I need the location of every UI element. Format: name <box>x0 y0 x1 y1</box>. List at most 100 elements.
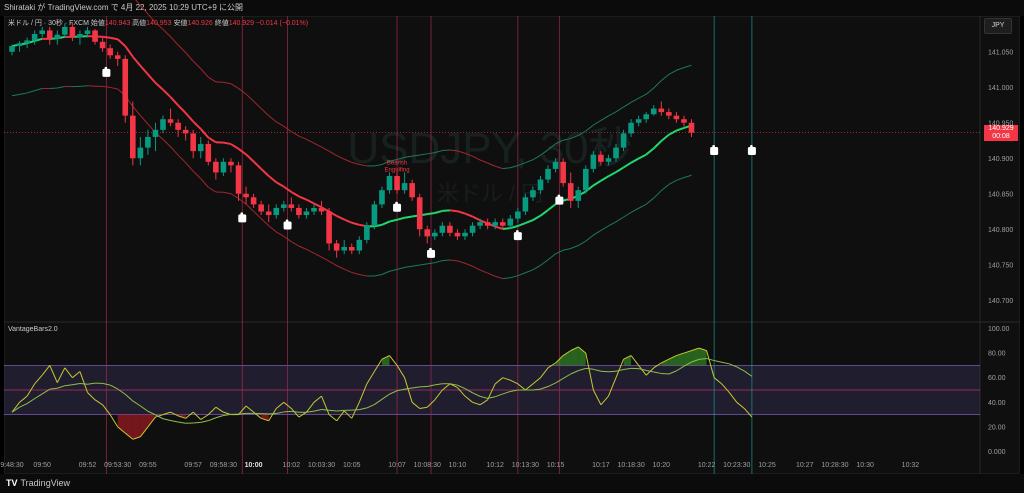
currency-button[interactable]: JPY <box>984 18 1012 34</box>
thumbs-up-icon-thumb <box>285 219 289 224</box>
osc-signal-segment <box>72 382 81 386</box>
osc-line-segment <box>479 399 488 406</box>
candle-body <box>590 154 597 169</box>
time-tick-label: 09:50 <box>33 462 51 469</box>
moving-average-segment <box>207 136 217 144</box>
lower-band-segment <box>34 88 43 92</box>
time-tick-label: 09:57 <box>184 462 202 469</box>
lower-band-segment <box>495 275 503 280</box>
time-tick-label: 10:07 <box>388 462 406 469</box>
time-tick-label: 10:17 <box>592 462 610 469</box>
lower-band-segment <box>275 231 285 237</box>
lower-band-segment <box>351 271 360 275</box>
upper-band-segment <box>608 111 617 117</box>
osc-line-segment <box>721 383 730 393</box>
osc-signal-segment <box>457 384 466 390</box>
upper-band-segment <box>230 83 239 89</box>
osc-signal-segment <box>11 406 20 413</box>
lower-band-segment <box>419 263 428 266</box>
legend-low-label: 安値 <box>173 20 188 27</box>
thumbs-up-icon <box>747 146 756 155</box>
osc-signal-segment <box>178 421 186 424</box>
price-chart[interactable]: BearishEngulfing141.050141.000140.950140… <box>0 0 1024 474</box>
osc-signal-segment <box>412 386 420 389</box>
osc-signal-segment <box>351 409 360 411</box>
thumbs-up-icon <box>710 146 719 155</box>
time-tick-label: 09:55 <box>139 462 157 469</box>
upper-band-segment <box>359 163 367 167</box>
osc-signal-segment <box>479 395 488 399</box>
tv-logo-icon: TV <box>6 478 18 488</box>
indicator-name[interactable]: VantageBars2.0 <box>8 326 58 333</box>
tradingview-logo[interactable]: TV TradingView <box>6 478 70 488</box>
osc-signal-segment <box>547 382 556 387</box>
upper-band-segment <box>396 156 405 160</box>
time-tick-label: 10:18:30 <box>617 462 644 469</box>
candle-body <box>432 232 438 237</box>
chart-frame[interactable] <box>4 16 1020 474</box>
lower-band-segment <box>306 248 315 254</box>
candle-body <box>190 133 196 152</box>
lower-band-segment <box>381 270 390 275</box>
candle-body <box>635 119 642 123</box>
osc-line-segment <box>102 404 111 415</box>
price-tick-label: 140.800 <box>988 227 1013 234</box>
lower-band-segment <box>645 197 655 205</box>
lower-band-segment <box>268 225 277 233</box>
moving-average-segment <box>275 181 285 188</box>
lower-band-segment <box>298 245 307 250</box>
moving-average-segment <box>109 36 118 41</box>
top-bar: Shirataki が TradingView.com で 4月 22, 202… <box>0 0 1024 16</box>
osc-line-segment <box>343 410 353 419</box>
osc-line-segment <box>238 405 247 415</box>
upper-band-segment <box>192 60 202 69</box>
upper-band-segment <box>427 152 435 155</box>
osc-line-segment <box>638 365 647 376</box>
candle-body <box>477 222 483 226</box>
moving-average-segment <box>442 209 450 212</box>
candle-body <box>530 190 536 198</box>
moving-average-segment <box>449 209 458 213</box>
osc-line-segment <box>457 387 466 397</box>
lower-band-segment <box>260 218 270 227</box>
upper-band-segment <box>268 115 277 123</box>
osc-tick-label: 40.00 <box>988 400 1006 407</box>
osc-line-segment <box>170 411 179 417</box>
osc-signal-segment <box>41 388 51 395</box>
candle-body <box>575 190 582 201</box>
lower-band-segment <box>472 265 481 271</box>
lower-band-segment <box>608 221 617 227</box>
osc-signal-segment <box>691 358 700 363</box>
upper-band-segment <box>147 13 156 23</box>
upper-band-segment <box>593 119 602 126</box>
osc-signal-segment <box>676 365 685 372</box>
time-tick-label: 10:05 <box>343 462 361 469</box>
osc-oversold-fill <box>261 414 269 421</box>
candle-body <box>114 55 121 59</box>
osc-signal-segment <box>638 368 647 371</box>
thumbs-up-icon-thumb <box>104 66 108 71</box>
osc-line-segment <box>525 383 534 391</box>
candle-body <box>484 222 491 226</box>
upper-band-segment <box>283 125 292 133</box>
lower-band-segment <box>547 253 556 261</box>
candle-body <box>258 204 264 212</box>
lower-band-segment <box>223 191 232 195</box>
osc-signal-segment <box>336 409 345 412</box>
osc-signal-segment <box>487 396 496 399</box>
candle-body <box>175 122 181 130</box>
price-tick-label: 140.700 <box>988 298 1013 305</box>
thumbs-up-icon <box>102 68 111 77</box>
moving-average-segment <box>547 203 557 211</box>
upper-band-segment <box>162 28 171 38</box>
publish-info: Shirataki が TradingView.com で 4月 22, 202… <box>4 3 243 12</box>
candle-body <box>296 207 302 216</box>
candle-body <box>567 183 574 201</box>
osc-line-segment <box>706 350 715 378</box>
candle-body <box>371 204 378 226</box>
osc-line-segment <box>275 401 285 409</box>
lower-band-segment <box>464 262 473 267</box>
osc-line-segment <box>404 377 413 403</box>
moving-average-segment <box>102 35 111 39</box>
osc-line-segment <box>94 399 103 406</box>
